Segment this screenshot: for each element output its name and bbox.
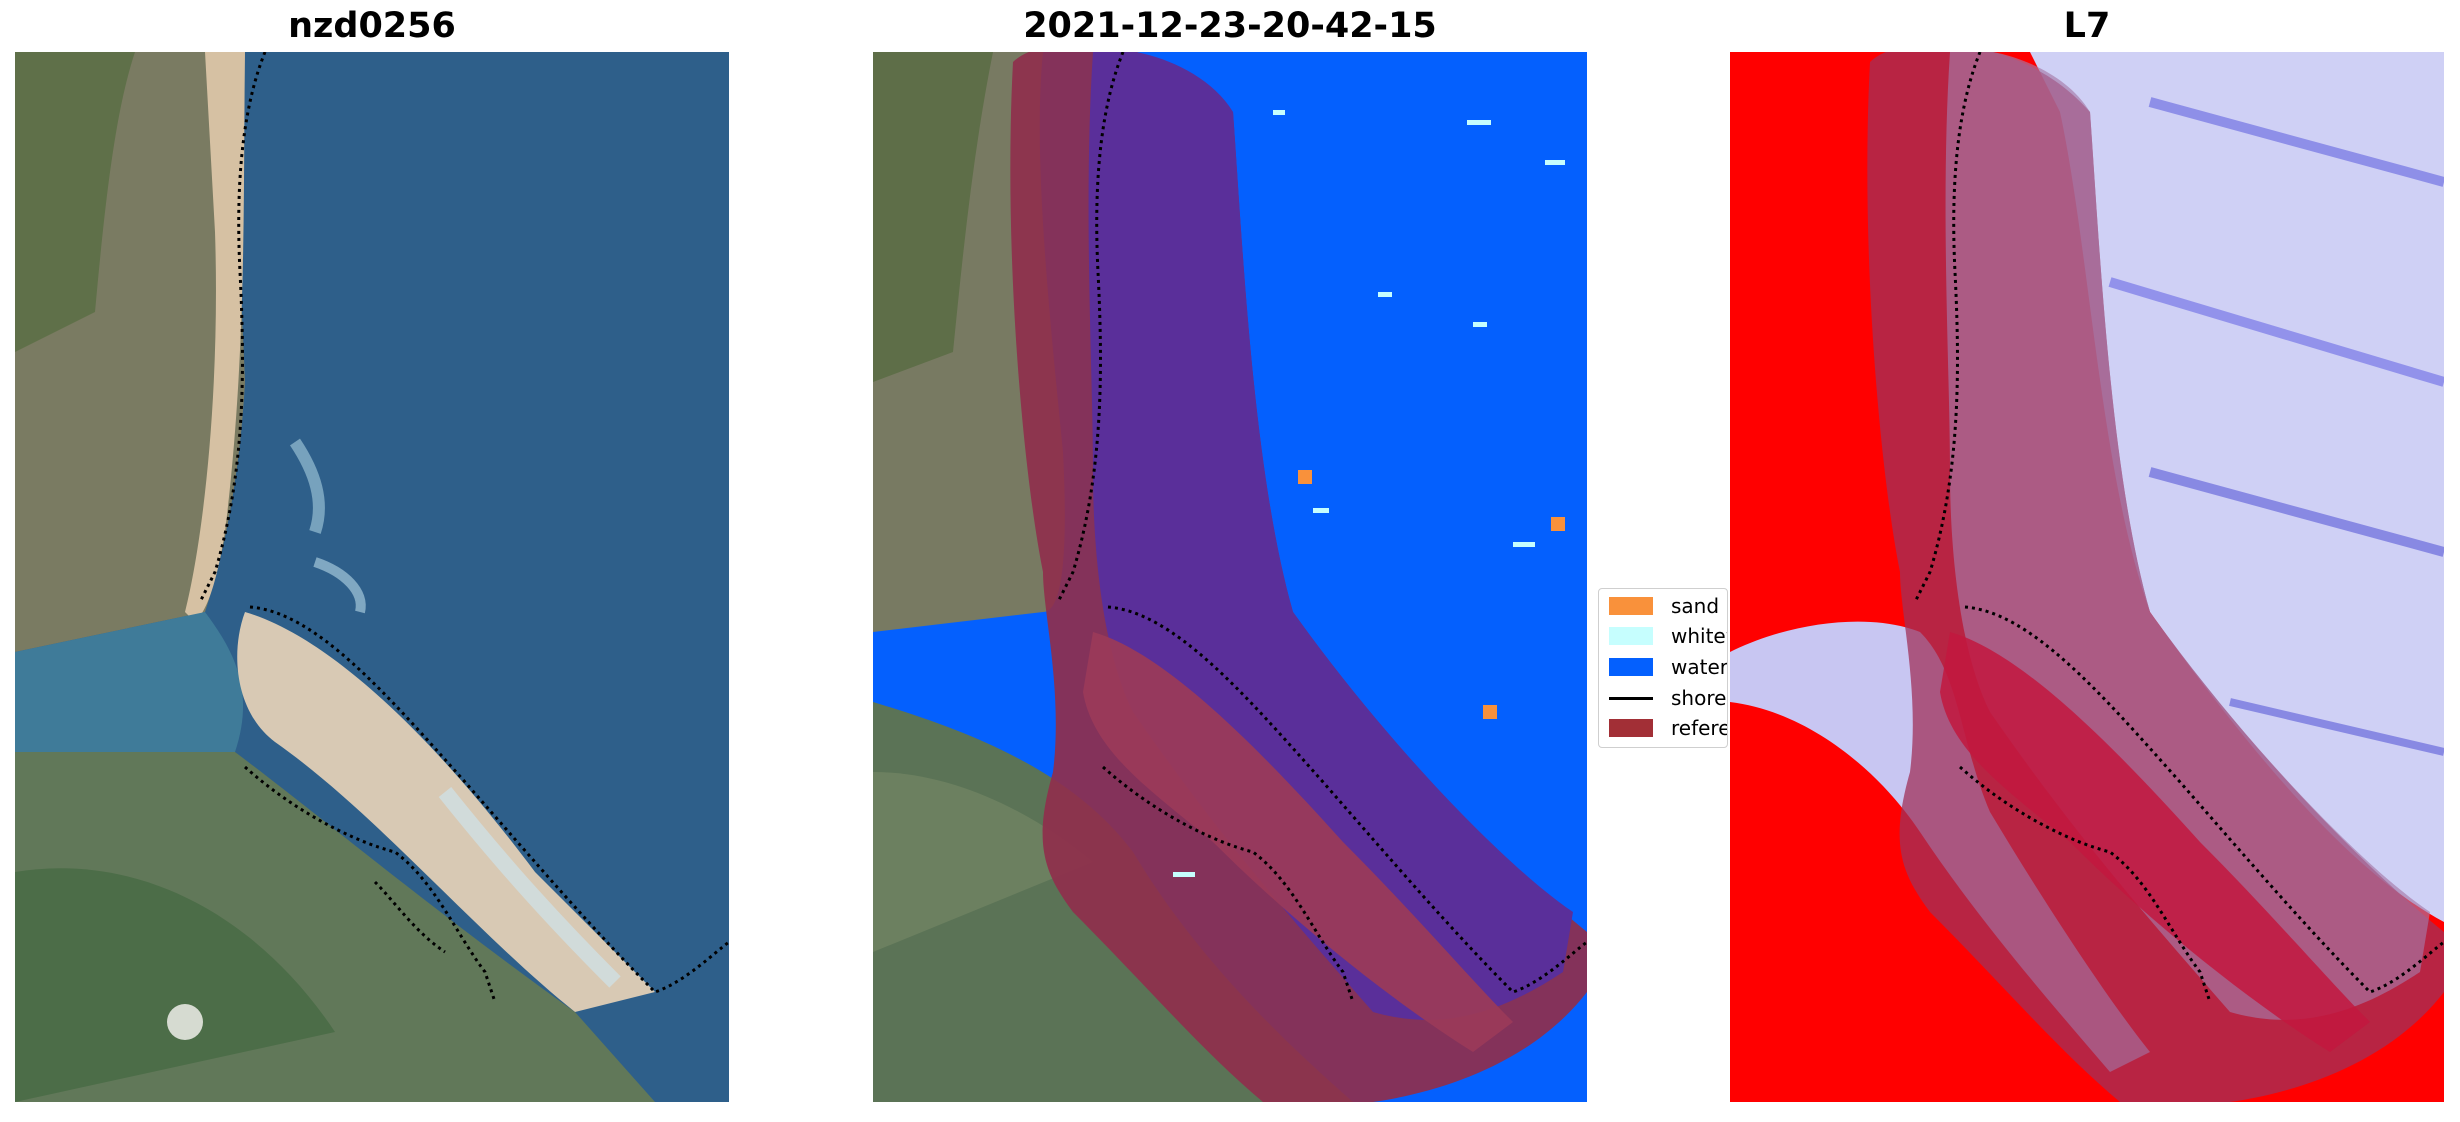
legend-swatch-reference <box>1609 719 1653 737</box>
legend-label-water: water <box>1671 655 1728 679</box>
index-image <box>1730 52 2444 1102</box>
classification-image <box>873 52 1587 1102</box>
classification-panel <box>873 52 1587 1102</box>
legend-item-shoreline: shorel <box>1609 685 1728 711</box>
legend-label-sand: sand <box>1671 594 1720 618</box>
legend-swatch-whitewater <box>1609 627 1653 645</box>
legend-line-shoreline <box>1609 696 1653 700</box>
legend-swatch-water <box>1609 658 1653 676</box>
satellite-image-panel <box>15 52 729 1102</box>
legend-label-shoreline: shorel <box>1671 686 1728 710</box>
legend-label-reference: referen <box>1671 716 1727 740</box>
legend-item-reference: referen <box>1609 715 1727 741</box>
satellite-image <box>15 52 729 1102</box>
panel-title-rgb: nzd0256 <box>288 6 456 46</box>
legend-item-sand: sand <box>1609 593 1719 619</box>
legend-item-water: water <box>1609 654 1728 680</box>
panel-title-classified: 2021-12-23-20-42-15 <box>1023 6 1437 46</box>
index-panel <box>1730 52 2444 1102</box>
panel-title-index: L7 <box>2063 6 2111 46</box>
legend-swatch-sand <box>1609 597 1653 615</box>
